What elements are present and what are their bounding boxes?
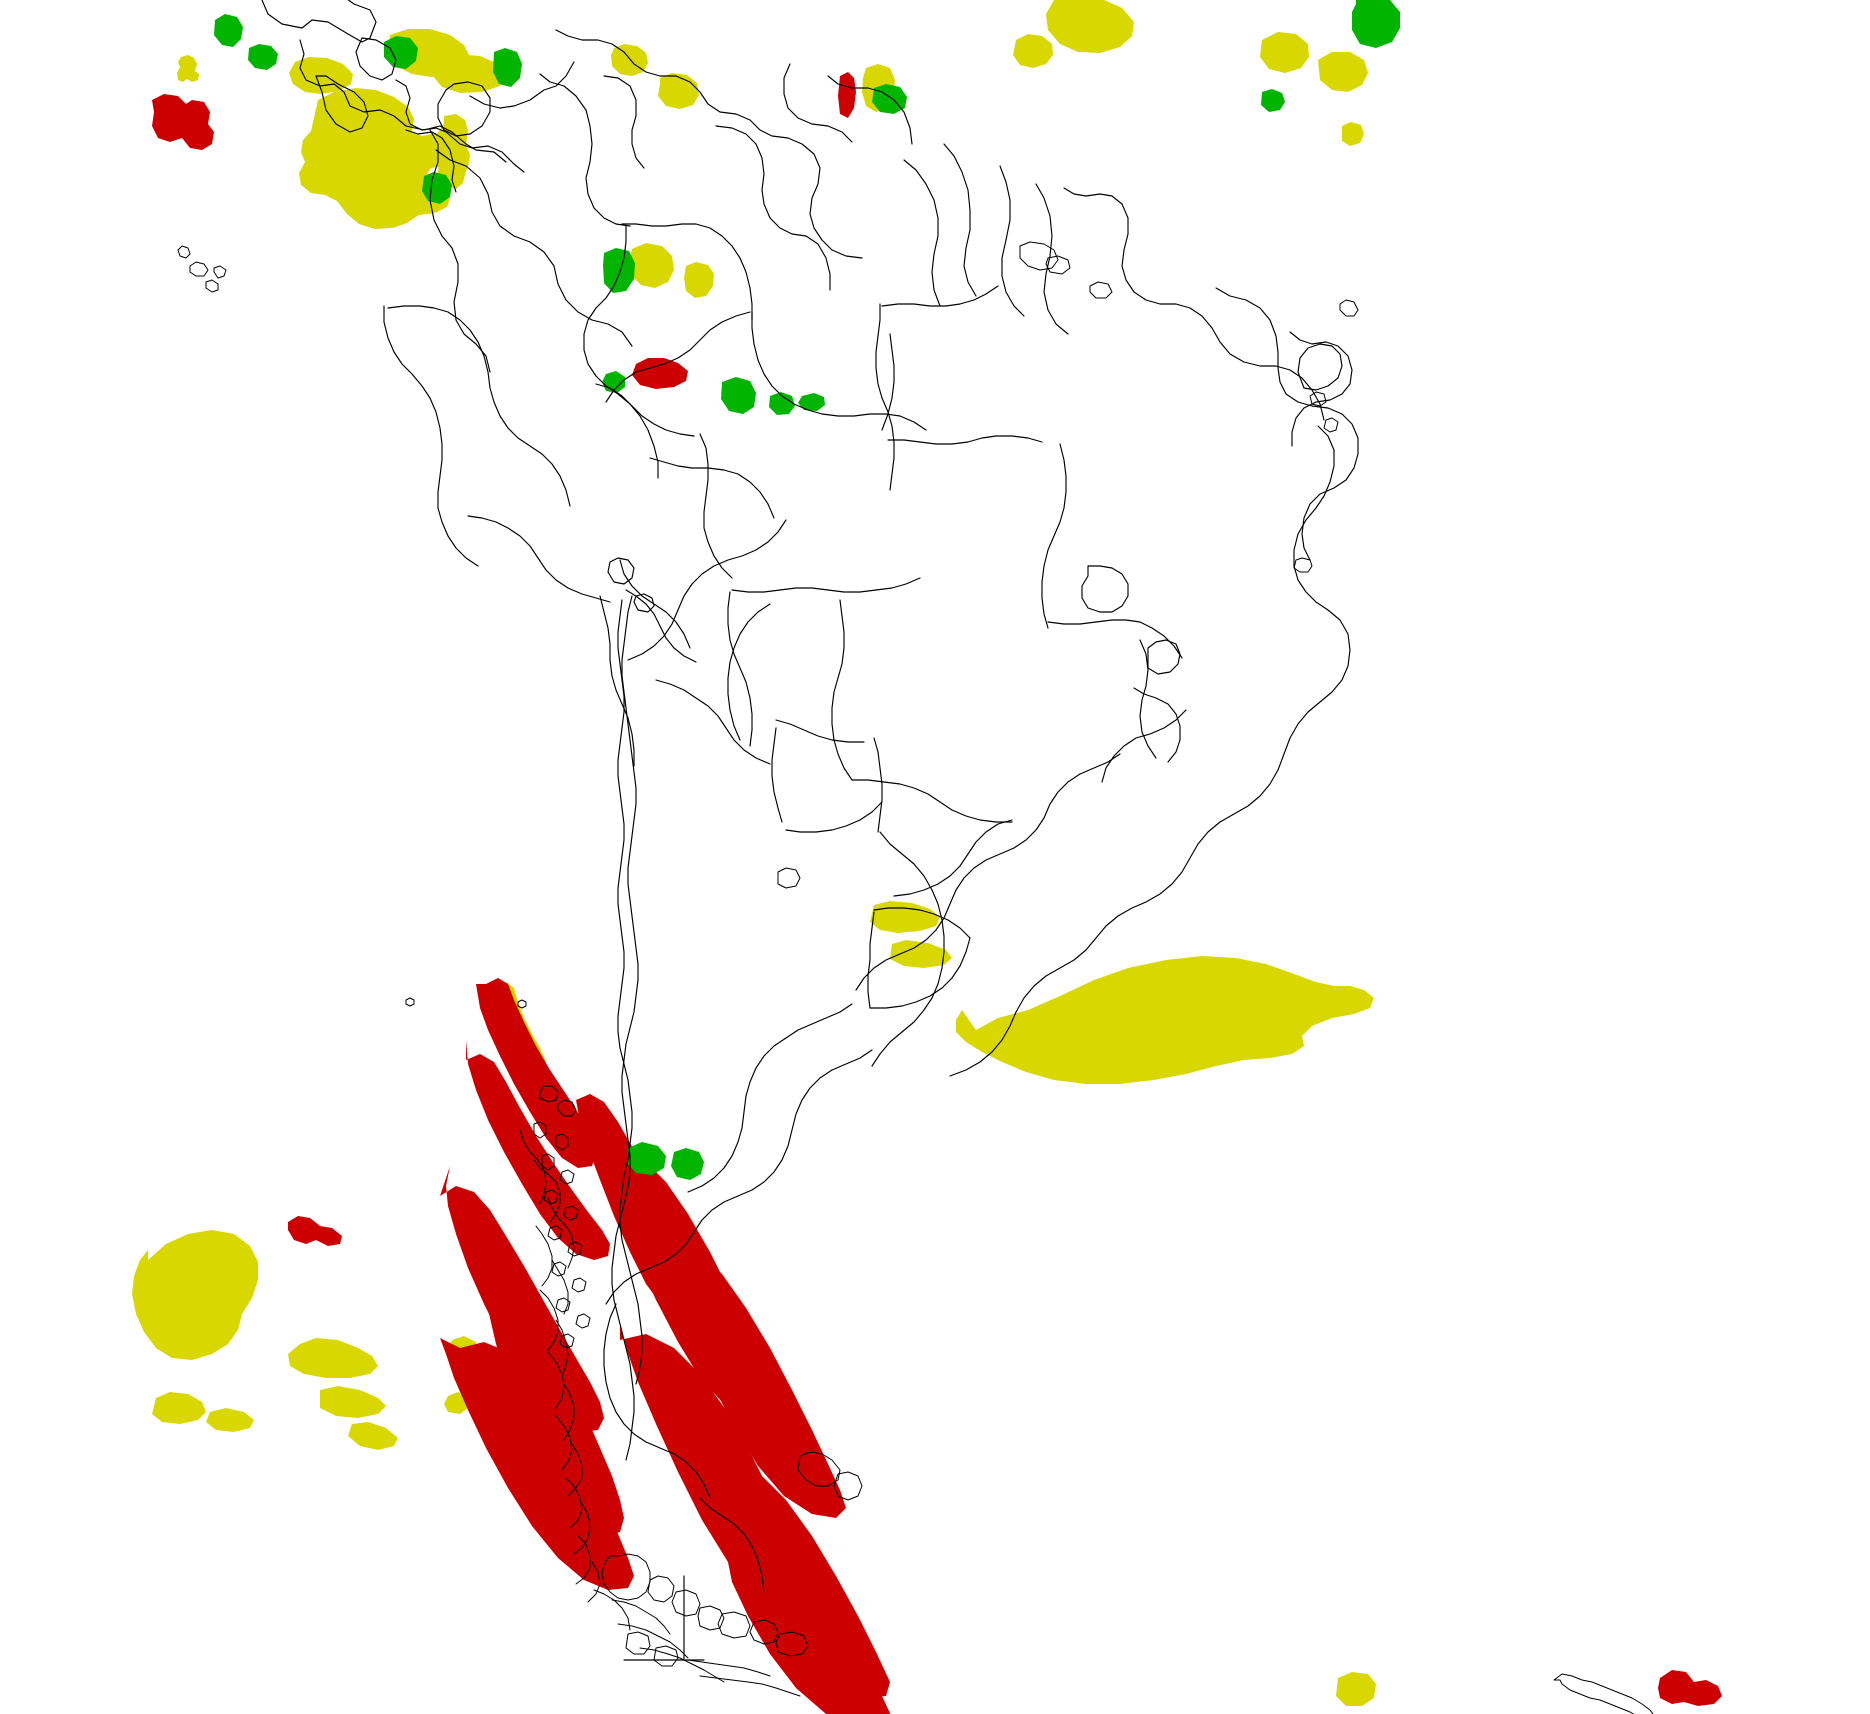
hazard-blob-moderate (1240, 1026, 1270, 1046)
hazard-blob-moderate (206, 1408, 254, 1432)
hazard-blob-severe (728, 1560, 891, 1714)
hazard-blob-severe (838, 72, 856, 118)
hazard-blob-severe (440, 1338, 634, 1590)
hazard-blob-low (214, 14, 243, 47)
hazard-blob-moderate (132, 1230, 258, 1360)
hazard-blob-moderate (432, 54, 506, 93)
hazard-blob-moderate (611, 44, 648, 76)
hazard-blob-moderate (348, 1422, 398, 1450)
hazard-blob-moderate (684, 262, 714, 298)
hazard-blob-low (422, 172, 452, 204)
hazard-blob-low (769, 392, 795, 415)
hazard-blob-severe (476, 978, 596, 1168)
hazard-blob-moderate (1336, 1672, 1376, 1706)
hazard-blob-severe (288, 1216, 342, 1246)
hazard-blob-low (627, 1142, 666, 1175)
hazard-blob-severe (648, 1236, 846, 1518)
hazard-blob-low (1352, 0, 1400, 48)
hazard-blob-low (798, 393, 825, 411)
hazard-blob-severe (466, 1040, 610, 1260)
hazard-blob-moderate (890, 940, 952, 968)
hazard-blob-moderate (152, 1392, 206, 1424)
hazard-blob-moderate (1013, 34, 1053, 68)
hazard-blob-severe (440, 1166, 604, 1432)
hazard-blob-severe (1658, 1670, 1722, 1706)
hazard-blob-moderate (1318, 52, 1368, 92)
hazard-blob-moderate (1046, 0, 1134, 53)
hazard-blob-moderate (288, 1338, 378, 1378)
hazard-blob-low (671, 1148, 704, 1180)
hazard-blob-low (1261, 89, 1285, 112)
hazard-layer-severe[interactable] (152, 72, 1722, 1714)
hazard-blob-moderate (1260, 32, 1309, 73)
hazard-blob-moderate (629, 243, 674, 288)
basemap-boundaries (177, 0, 1654, 1714)
hazard-blob-low (603, 248, 635, 293)
hazard-blob-moderate (299, 88, 456, 229)
hazard-blob-moderate (177, 55, 199, 82)
hazard-blob-moderate (320, 1386, 386, 1418)
hazard-blob-moderate (445, 149, 466, 189)
hazard-blob-low (493, 48, 522, 87)
hazard-blob-moderate (444, 1392, 468, 1414)
hazard-blob-low (248, 44, 278, 70)
hazard-blob-moderate (1342, 122, 1364, 146)
hazard-blob-severe (632, 358, 688, 389)
hazard-blob-moderate (870, 901, 940, 933)
hazard-blob-severe (152, 94, 214, 150)
hazard-blob-low (384, 36, 418, 69)
hazard-layer-low[interactable] (214, 0, 1400, 1180)
hazard-blob-moderate (956, 956, 1374, 1084)
hazard-blob-low (721, 377, 756, 414)
